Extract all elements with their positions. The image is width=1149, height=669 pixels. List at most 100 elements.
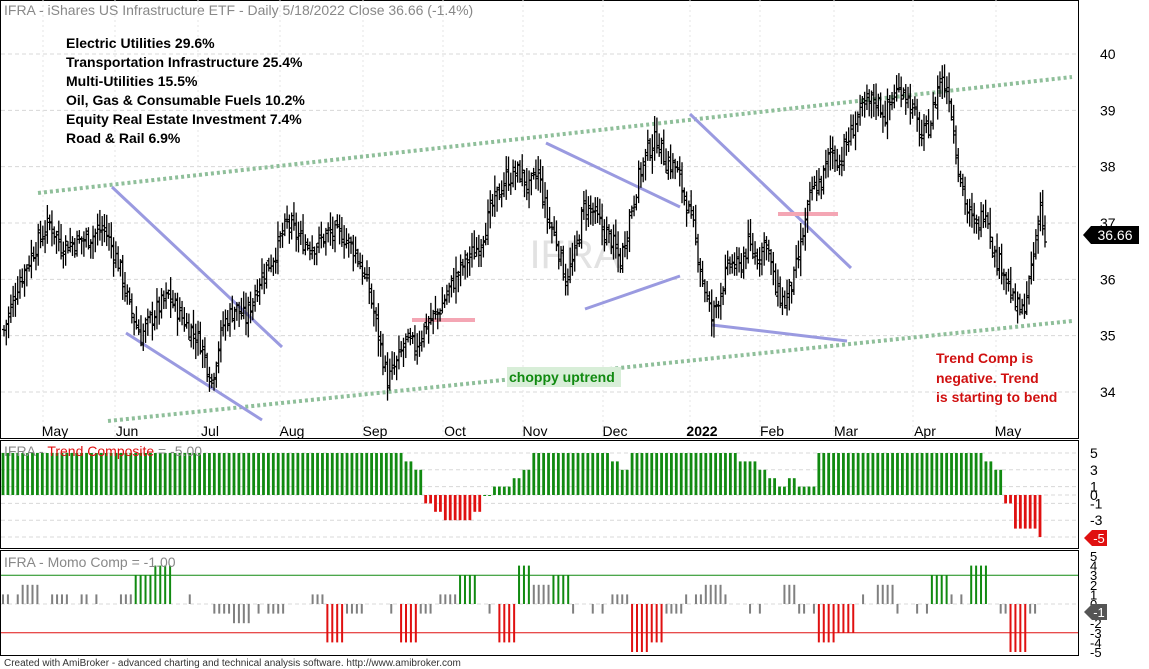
trend-bar (340, 453, 344, 495)
trend-bar (837, 453, 840, 495)
trend-bar (502, 486, 506, 495)
trend-bar (316, 453, 319, 495)
momo-bar (6, 594, 9, 604)
momo-bar (547, 584, 550, 604)
trend-bar (262, 453, 265, 495)
trend-bar (394, 453, 398, 495)
momo-bar (60, 594, 63, 604)
momo-bar (935, 575, 938, 604)
momo-bar (827, 604, 830, 643)
trend-bar (861, 453, 865, 495)
trend-bar (940, 453, 944, 495)
trend-bar (896, 453, 899, 495)
momo-bar (714, 584, 717, 604)
trend-bar (144, 453, 147, 495)
sector-list: Electric Utilities 29.6% Transportation … (66, 35, 305, 146)
momo-bar (532, 584, 535, 604)
momo-bar (26, 584, 29, 604)
trend-bar (719, 453, 722, 495)
momo-bar (355, 604, 358, 614)
trend-bar (208, 453, 211, 495)
trend-bar (974, 453, 978, 495)
trend-bar (507, 486, 511, 495)
momo-bar (326, 604, 329, 643)
momo-bar (999, 604, 1002, 614)
note-line: is starting to bend (936, 389, 1057, 405)
trend-bar (748, 461, 752, 495)
trend-bar (286, 453, 290, 495)
trend-bar (291, 453, 295, 495)
x-tick-label: Nov (523, 423, 548, 439)
momo-y-tick: -4 (1090, 635, 1102, 650)
trend-bar (36, 453, 39, 495)
trend-bar (679, 453, 683, 495)
momo-bar (124, 594, 127, 604)
momo-bar (267, 604, 270, 614)
momo-bar (282, 604, 285, 614)
trend-bar (724, 453, 727, 495)
momo-bar (439, 594, 442, 604)
momo-bar (228, 604, 231, 614)
momo-bar (783, 584, 786, 604)
trend-bar (129, 453, 133, 495)
price-bars (2, 64, 1047, 401)
trend-bar (743, 461, 747, 495)
trend-bar (104, 453, 108, 495)
momo-bar (463, 575, 466, 604)
trend-bar (738, 461, 742, 495)
trend-bar (188, 453, 192, 495)
momo-bar (567, 575, 570, 604)
momo-bar (1019, 604, 1022, 652)
momo-bar (409, 604, 412, 643)
trend-bar (512, 478, 516, 495)
trend-bar (26, 453, 29, 495)
momo-bar (631, 604, 634, 652)
momo-bar (223, 604, 226, 614)
trend-bar (797, 486, 801, 495)
trend-bar (414, 469, 418, 495)
trend-label-prefix: IFRA - (4, 443, 47, 459)
trend-bar (153, 453, 157, 495)
trend-bar (311, 453, 315, 495)
trend-bar (581, 453, 585, 495)
momo-bar (537, 584, 540, 604)
momo-bar (341, 604, 344, 643)
momo-bar (119, 594, 122, 604)
momo-y-tick: -3 (1090, 626, 1102, 641)
momo-bar (891, 584, 894, 604)
trend-bar (778, 486, 781, 495)
trend-bar (375, 453, 378, 495)
momo-bar (65, 594, 68, 604)
trend-bar (527, 469, 531, 495)
x-tick-label: May (42, 423, 68, 439)
trend-bar (964, 453, 968, 495)
trend-bar (596, 453, 600, 495)
trend-bar (812, 486, 816, 495)
trend-bar (542, 453, 546, 495)
trend-label-name: Trend Composite (47, 443, 154, 459)
momo-bar (513, 604, 516, 643)
trend-bar (217, 453, 221, 495)
trend-bar (606, 453, 609, 495)
trend-bar (281, 453, 285, 495)
trend-bar (920, 453, 924, 495)
momo-bar (975, 565, 978, 604)
trend-bar (1028, 495, 1032, 529)
momo-y-tick: 2 (1090, 578, 1097, 593)
trend-bar (203, 453, 206, 495)
momo-y-tick: -2 (1090, 616, 1102, 631)
momo-bar (134, 575, 137, 604)
trend-bar (355, 453, 359, 495)
trend-bar (1033, 495, 1037, 529)
trend-bar (891, 453, 894, 495)
triangle-2-upper (545, 141, 681, 209)
momo-bar (670, 604, 673, 614)
momo-bar (660, 604, 663, 643)
trend-bars (1, 453, 1042, 537)
trend-bar (119, 453, 123, 495)
trend-bar (168, 453, 172, 495)
momo-bar (232, 604, 235, 624)
momo-bar (694, 594, 697, 604)
trend-bar (198, 453, 201, 495)
momo-bar (803, 604, 806, 614)
